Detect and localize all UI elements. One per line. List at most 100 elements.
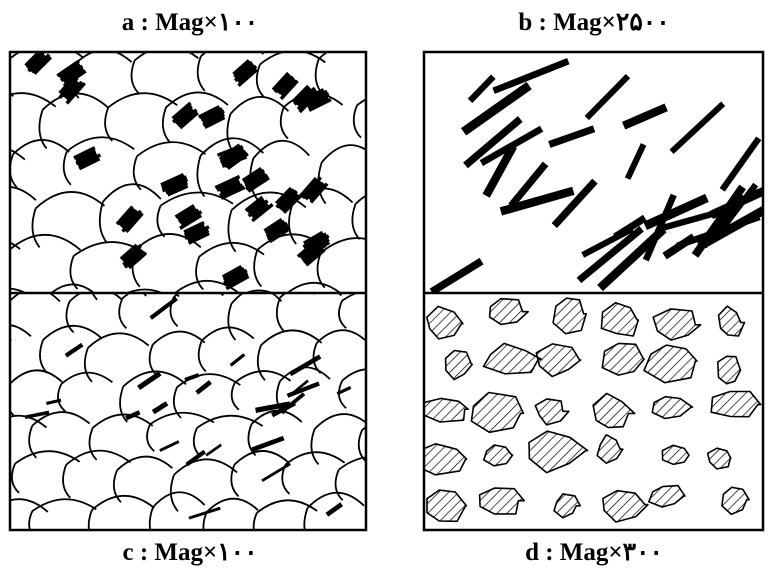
precipitate: [219, 181, 241, 194]
panel-b-drawing: [429, 57, 763, 293]
precipitate: [276, 75, 295, 95]
label-b: b : Mag×۲۵۰۰: [518, 9, 669, 36]
particle: [710, 390, 762, 418]
precipitate: [268, 227, 291, 244]
precipitate: [219, 183, 244, 198]
precipitate: [33, 56, 53, 75]
right-frame: [422, 50, 765, 532]
grain-boundary: [132, 141, 207, 191]
grain-boundary: [359, 245, 421, 292]
precipitate: [185, 449, 206, 467]
lath: [467, 74, 496, 103]
precipitate-cluster: [73, 146, 102, 171]
precipitate: [296, 89, 318, 111]
grain-boundary: [58, 538, 113, 569]
precipitate-cluster: [119, 243, 147, 270]
lath: [622, 103, 668, 130]
precipitate-cluster: [263, 218, 291, 244]
grain-boundary: [104, 92, 178, 142]
particle: [470, 391, 525, 434]
grain-boundary: [349, 291, 412, 337]
particle: [426, 489, 468, 523]
precipitate: [171, 101, 192, 120]
precipitate: [216, 144, 241, 157]
precipitate: [180, 210, 203, 226]
grain-boundary: [28, 411, 91, 459]
grain-boundary: [296, 52, 299, 54]
precipitate: [303, 246, 324, 265]
precipitate-cluster: [275, 186, 303, 214]
precipitate: [75, 152, 98, 166]
grain-boundary: [338, 368, 366, 409]
precipitate: [304, 180, 323, 201]
precipitate: [205, 443, 223, 457]
precipitate: [184, 373, 200, 382]
grain-boundary: [312, 329, 366, 374]
precipitate: [24, 410, 50, 419]
grain-boundary: [353, 2, 419, 51]
grain-boundary: [338, 541, 391, 569]
lath: [581, 226, 634, 258]
precipitate-cluster: [299, 176, 329, 204]
precipitate: [222, 267, 245, 282]
particle: [596, 434, 624, 464]
grain-boundary: [10, 92, 57, 108]
precipitate: [220, 152, 246, 166]
grain-boundary: [10, 233, 82, 293]
lath: [576, 226, 644, 284]
precipitate: [233, 63, 255, 82]
precipitate: [179, 213, 203, 230]
precipitate: [46, 398, 62, 406]
lath: [551, 178, 598, 229]
lath: [624, 143, 647, 180]
precipitate: [299, 176, 318, 197]
precipitate: [232, 59, 251, 76]
precipitate-cluster: [222, 265, 250, 291]
precipitate: [174, 204, 195, 219]
precipitate: [121, 209, 143, 233]
particle: [648, 484, 686, 508]
precipitate: [221, 155, 248, 168]
grain-boundary: [10, 414, 48, 429]
precipitate: [27, 53, 46, 73]
grain-boundary: [0, 246, 36, 292]
grain-boundary: [91, 293, 98, 301]
precipitate: [75, 149, 97, 162]
particle: [706, 447, 732, 470]
panel-a-drawing: [6, 2, 447, 380]
grain-boundary: [148, 330, 206, 377]
precipitate: [149, 296, 178, 320]
particle: [534, 398, 570, 426]
grain-boundary: [31, 191, 106, 248]
grain-boundary: [227, 191, 307, 253]
precipitate: [222, 265, 243, 279]
grain-boundary: [0, 539, 18, 569]
precipitate: [160, 173, 185, 187]
grain-boundary: [6, 333, 66, 380]
grain-boundary: [10, 293, 61, 342]
precipitate: [302, 230, 324, 245]
particle: [602, 489, 649, 523]
precipitate-cluster: [183, 220, 210, 245]
precipitate: [305, 248, 326, 267]
precipitate: [216, 178, 240, 192]
lath: [492, 57, 570, 94]
precipitate: [243, 168, 265, 185]
lath: [482, 144, 517, 198]
lath: [460, 81, 532, 136]
precipitate: [298, 92, 319, 114]
precipitate: [77, 153, 102, 168]
grain-boundary: [172, 373, 241, 419]
label-c: c : Mag×۱۰۰: [122, 539, 257, 566]
precipitate: [161, 177, 189, 193]
precipitate: [214, 174, 241, 190]
precipitate: [161, 175, 188, 190]
grain-boundary: [196, 52, 265, 92]
precipitate: [127, 251, 147, 270]
grain-boundary: [39, 324, 102, 374]
particle: [717, 305, 746, 337]
precipitate: [58, 76, 79, 99]
precipitate: [171, 104, 193, 124]
grain-boundary: [377, 47, 447, 95]
precipitate: [233, 60, 253, 79]
